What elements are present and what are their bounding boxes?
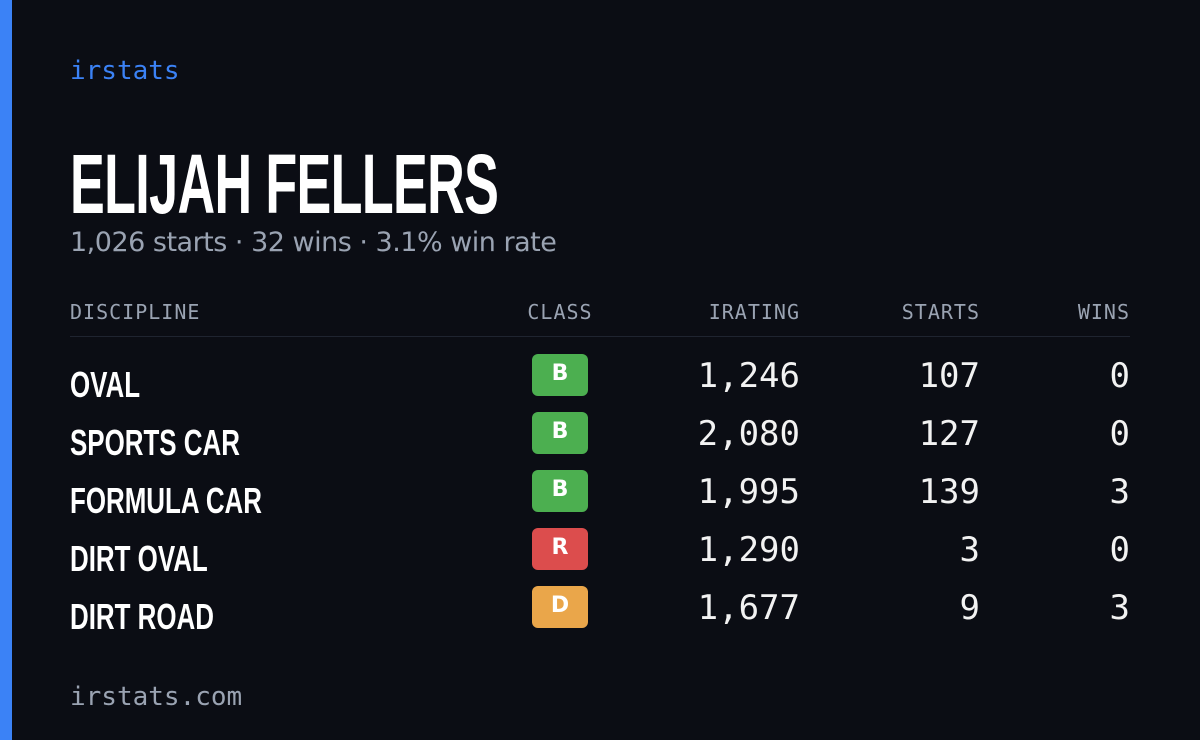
column-header: STARTS xyxy=(901,300,980,324)
driver-name: ELIJAH FELLERS xyxy=(70,137,499,231)
footer: irstats.com xyxy=(70,682,243,712)
summary: 1,026 starts · 32 wins · 3.1% win rate xyxy=(70,227,557,258)
wins: 0 xyxy=(1109,414,1130,454)
wins: 3 xyxy=(1109,472,1130,512)
column-header: WINS xyxy=(1077,300,1130,324)
class-badge: D xyxy=(532,586,588,628)
starts: 139 xyxy=(918,472,980,512)
discipline: DIRT ROAD xyxy=(70,596,214,637)
class-badge: B xyxy=(532,470,588,512)
irating: 1,246 xyxy=(697,356,800,396)
accent-bar xyxy=(0,0,12,740)
irating: 1,290 xyxy=(697,530,800,570)
starts: 9 xyxy=(959,588,980,628)
irating: 1,677 xyxy=(697,588,800,628)
wins: 0 xyxy=(1109,530,1130,570)
column-header: IRATING xyxy=(708,300,800,324)
class-badge: B xyxy=(532,412,588,454)
irating: 1,995 xyxy=(697,472,800,512)
wins: 0 xyxy=(1109,356,1130,396)
discipline: FORMULA CAR xyxy=(70,480,262,521)
starts: 127 xyxy=(918,414,980,454)
starts: 3 xyxy=(959,530,980,570)
class-badge: R xyxy=(532,528,588,570)
column-header: DISCIPLINE xyxy=(70,300,201,324)
starts: 107 xyxy=(918,356,980,396)
discipline: OVAL xyxy=(70,364,141,405)
discipline: DIRT OVAL xyxy=(70,538,208,579)
class-badge: B xyxy=(532,354,588,396)
brand: irstats xyxy=(70,56,180,86)
discipline: SPORTS CAR xyxy=(70,422,240,463)
header-rule xyxy=(70,336,1130,337)
wins: 3 xyxy=(1109,588,1130,628)
irating: 2,080 xyxy=(697,414,800,454)
column-header: CLASS xyxy=(527,300,593,324)
